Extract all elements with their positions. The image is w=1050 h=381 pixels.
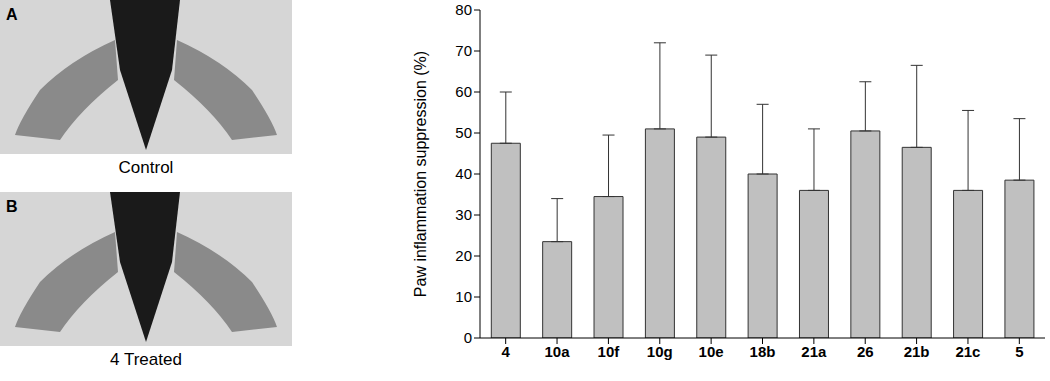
svg-text:Paw inflammation suppression (: Paw inflammation suppression (%) (412, 51, 429, 297)
svg-text:5: 5 (1015, 343, 1023, 360)
svg-text:A: A (6, 6, 18, 23)
svg-text:20: 20 (455, 247, 472, 264)
svg-text:70: 70 (455, 42, 472, 59)
svg-text:60: 60 (455, 83, 472, 100)
svg-text:40: 40 (455, 165, 472, 182)
svg-text:50: 50 (455, 124, 472, 141)
svg-text:10: 10 (455, 288, 472, 305)
svg-text:80: 80 (455, 1, 472, 18)
html-text:4 Treated: 4 Treated (110, 350, 182, 369)
svg-text:0: 0 (464, 329, 472, 346)
svg-text:21c: 21c (955, 343, 980, 360)
svg-text:10a: 10a (545, 343, 571, 360)
svg-text:B: B (6, 198, 18, 215)
html-text:Control: Control (118, 158, 174, 177)
svg-text:30: 30 (455, 206, 472, 223)
svg-text:10g: 10g (647, 343, 673, 360)
svg-text:10f: 10f (598, 343, 621, 360)
svg-text:21b: 21b (904, 343, 930, 360)
svg-text:4: 4 (502, 343, 511, 360)
svg-text:18b: 18b (750, 343, 776, 360)
svg-text:21a: 21a (801, 343, 827, 360)
svg-text:26: 26 (857, 343, 874, 360)
svg-text:10e: 10e (699, 343, 724, 360)
